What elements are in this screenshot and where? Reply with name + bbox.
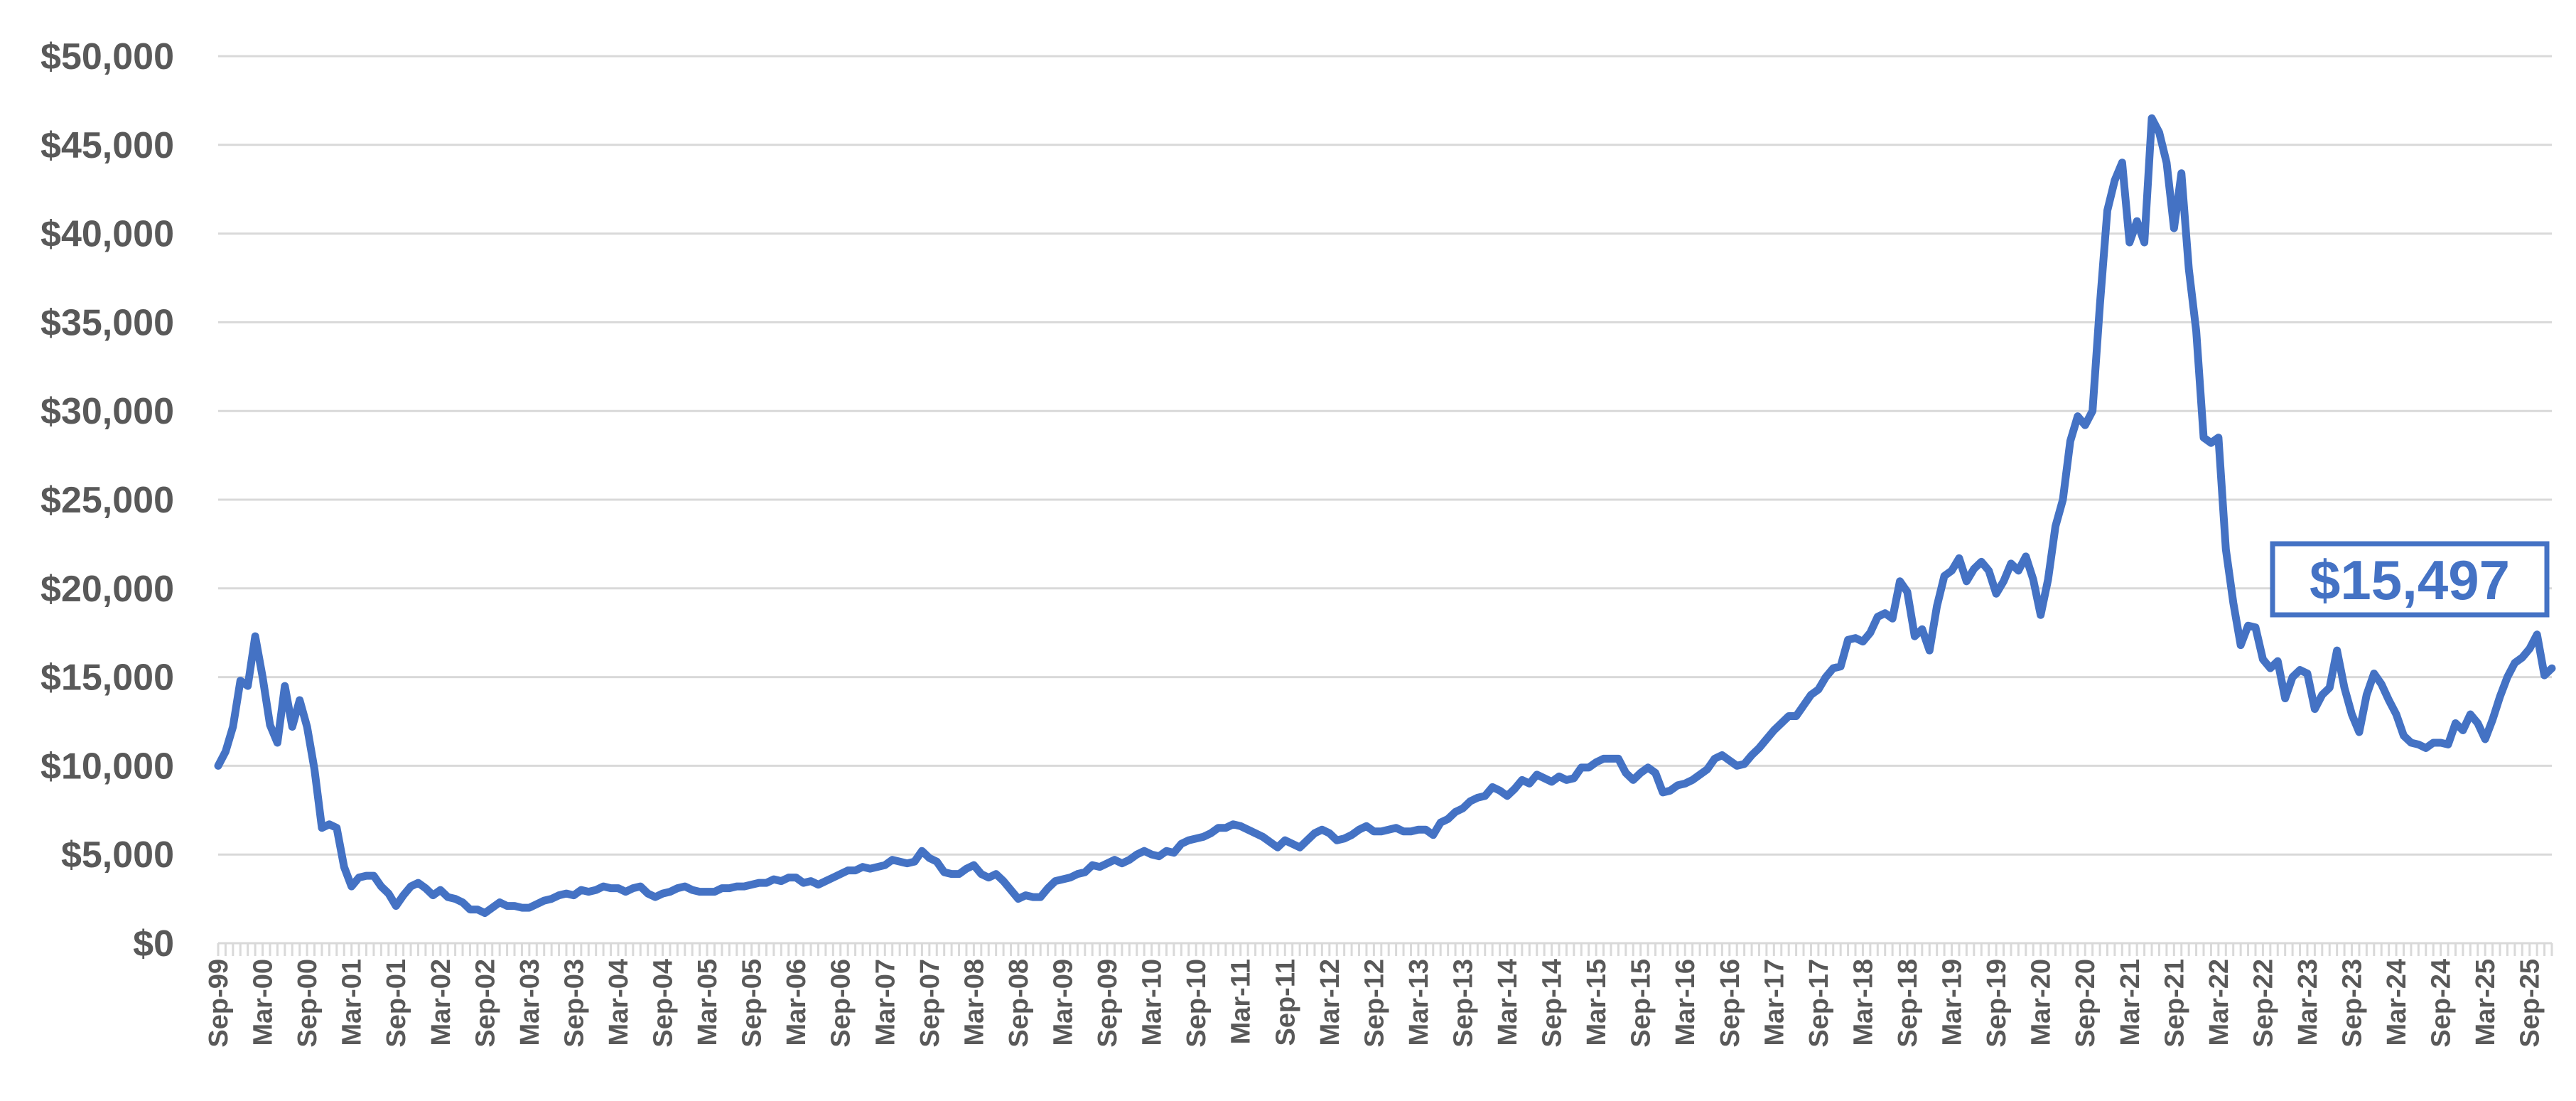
y-tick-label: $0 bbox=[133, 923, 174, 965]
x-tick-label: Mar-25 bbox=[2471, 959, 2501, 1046]
y-tick-label: $45,000 bbox=[41, 125, 174, 166]
x-tick-label: Mar-22 bbox=[2204, 959, 2234, 1046]
x-tick-label: Sep-99 bbox=[204, 959, 234, 1048]
y-tick-label: $30,000 bbox=[41, 391, 174, 432]
x-tick-label: Mar-05 bbox=[693, 959, 723, 1046]
x-tick-label: Sep-23 bbox=[2338, 959, 2368, 1048]
x-tick-label: Mar-04 bbox=[604, 959, 634, 1046]
x-tick-label: Mar-21 bbox=[2116, 959, 2145, 1046]
x-tick-label: Sep-07 bbox=[915, 959, 945, 1048]
x-tick-label: Sep-15 bbox=[1627, 959, 1656, 1048]
x-tick-label: Mar-13 bbox=[1404, 959, 1434, 1046]
x-tick-label: Mar-24 bbox=[2382, 959, 2412, 1046]
y-tick-label: $10,000 bbox=[41, 746, 174, 787]
x-tick-label: Mar-23 bbox=[2293, 959, 2323, 1046]
x-tick-label: Sep-18 bbox=[1893, 959, 1923, 1048]
x-tick-label: Sep-06 bbox=[826, 959, 856, 1048]
value-label: $15,497 bbox=[2310, 549, 2510, 611]
x-tick-label: Sep-21 bbox=[2160, 959, 2189, 1048]
x-tick-label: Mar-06 bbox=[782, 959, 812, 1046]
x-tick-label: Sep-08 bbox=[1004, 959, 1034, 1048]
x-tick-label: Mar-08 bbox=[959, 959, 989, 1046]
x-tick-label: Mar-12 bbox=[1315, 959, 1345, 1046]
x-tick-label: Sep-14 bbox=[1538, 959, 1568, 1048]
x-tick-label: Sep-02 bbox=[470, 959, 500, 1048]
x-tick-label: Mar-15 bbox=[1582, 959, 1612, 1046]
x-tick-label: Sep-19 bbox=[1982, 959, 2012, 1048]
annotation-box bbox=[2270, 541, 2550, 618]
x-tick-label: Sep-20 bbox=[2071, 959, 2101, 1048]
x-tick-label: Sep-00 bbox=[293, 959, 323, 1048]
x-tick-label: Sep-11 bbox=[1271, 959, 1300, 1046]
x-tick-label: Mar-03 bbox=[515, 959, 545, 1046]
x-tick-label: Mar-18 bbox=[1848, 959, 1878, 1046]
x-tick-label: Sep-05 bbox=[738, 959, 767, 1048]
x-tick-label: Sep-17 bbox=[1804, 959, 1834, 1048]
x-tick-label: Sep-16 bbox=[1715, 959, 1745, 1048]
x-tick-label: Mar-00 bbox=[249, 959, 279, 1046]
x-tick-label: Mar-07 bbox=[871, 959, 900, 1046]
x-tick-label: Mar-14 bbox=[1493, 959, 1523, 1046]
x-tick-label: Sep-03 bbox=[559, 959, 589, 1048]
x-tick-label: Sep-01 bbox=[382, 959, 411, 1048]
x-tick-label: Sep-12 bbox=[1359, 959, 1389, 1048]
x-tick-label: Sep-25 bbox=[2516, 959, 2545, 1048]
x-tick-label: Mar-19 bbox=[1938, 959, 1968, 1046]
y-tick-label: $35,000 bbox=[41, 302, 174, 343]
data-line bbox=[214, 114, 2556, 918]
x-tick-label: Sep-13 bbox=[1448, 959, 1478, 1048]
y-tick-label: $50,000 bbox=[41, 36, 174, 77]
y-tick-label: $40,000 bbox=[41, 214, 174, 255]
x-tick-label: Sep-04 bbox=[649, 959, 679, 1048]
x-tick-label: Mar-02 bbox=[426, 959, 456, 1046]
x-tick-label: Sep-10 bbox=[1182, 959, 1212, 1048]
x-tick-label: Mar-16 bbox=[1671, 959, 1701, 1046]
x-tick-label: Mar-01 bbox=[338, 959, 367, 1046]
x-tick-label: Mar-20 bbox=[2027, 959, 2057, 1046]
y-tick-label: $5,000 bbox=[61, 834, 174, 876]
x-tick-label: Mar-11 bbox=[1227, 959, 1256, 1044]
x-tick-label: Mar-09 bbox=[1048, 959, 1078, 1046]
x-tick-label: Sep-22 bbox=[2248, 959, 2278, 1048]
y-tick-label: $20,000 bbox=[41, 569, 174, 610]
x-tick-label: Mar-17 bbox=[1759, 959, 1789, 1046]
y-tick-label: $25,000 bbox=[41, 480, 174, 521]
x-tick-label: Sep-09 bbox=[1093, 959, 1123, 1048]
x-tick-label: Mar-10 bbox=[1138, 959, 1168, 1046]
x-tick-label: Sep-24 bbox=[2427, 959, 2457, 1048]
y-tick-label: $15,000 bbox=[41, 657, 174, 699]
